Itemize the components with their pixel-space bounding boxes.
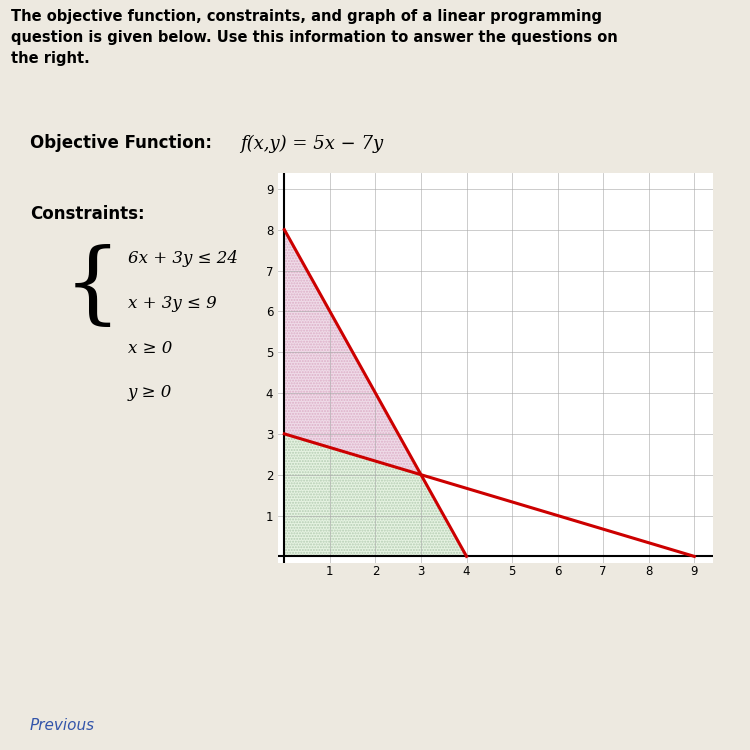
Polygon shape xyxy=(284,433,466,556)
Text: x + 3y ≤ 9: x + 3y ≤ 9 xyxy=(128,295,216,312)
Text: Constraints:: Constraints: xyxy=(30,205,145,223)
Text: y ≥ 0: y ≥ 0 xyxy=(128,385,172,401)
Text: x ≥ 0: x ≥ 0 xyxy=(128,340,172,356)
Text: The objective function, constraints, and graph of a linear programming
question : The objective function, constraints, and… xyxy=(11,9,618,66)
Text: Previous: Previous xyxy=(30,718,95,733)
Text: 6x + 3y ≤ 24: 6x + 3y ≤ 24 xyxy=(128,250,238,267)
Polygon shape xyxy=(284,230,421,475)
Text: f(x,y) = 5x − 7y: f(x,y) = 5x − 7y xyxy=(240,134,383,153)
Text: Objective Function:: Objective Function: xyxy=(30,134,212,152)
Text: {: { xyxy=(64,244,122,331)
